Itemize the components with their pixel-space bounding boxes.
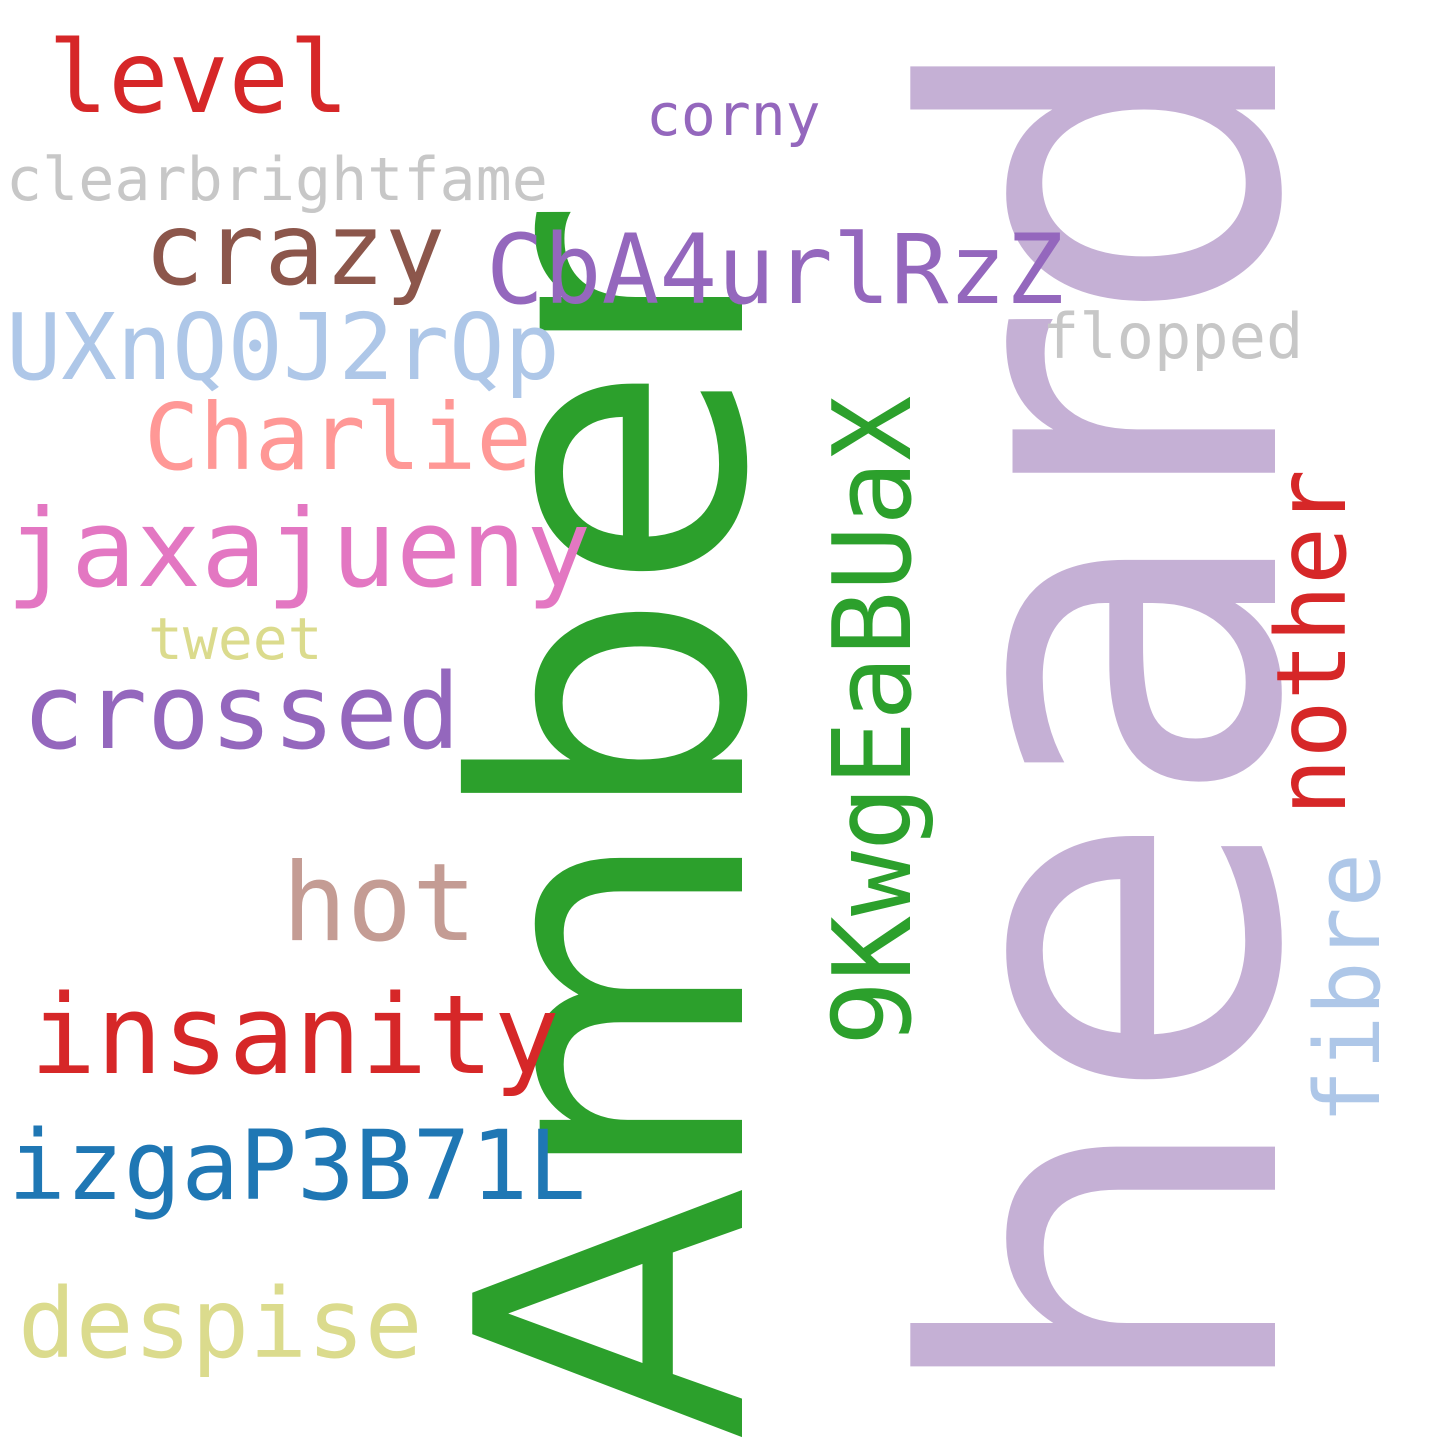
word-uxnq0j2rqp: UXnQ0J2rQp: [6, 294, 560, 401]
word-nother: nother: [1256, 469, 1368, 816]
word-despise: despise: [18, 1268, 423, 1380]
word-fibre: fibre: [1296, 853, 1401, 1124]
word-flopped: flopped: [1042, 300, 1304, 373]
word-corny: corny: [646, 81, 821, 149]
word-tweet: tweet: [148, 605, 323, 673]
word-9kwgeabuax: 9KwgEaBUaX: [811, 395, 936, 1046]
word-clearbrightfame: clearbrightfame: [6, 145, 548, 215]
word-cba4urlrzz: CbA4urlRzZ: [486, 214, 1064, 326]
word-izgap3b71l: izgaP3B71L: [8, 1110, 586, 1222]
word-hot: hot: [282, 841, 478, 966]
word-charlie: Charlie: [144, 384, 532, 491]
word-crossed: crossed: [22, 651, 461, 773]
word-insanity: insanity: [30, 971, 560, 1099]
word-crazy: crazy: [144, 191, 446, 308]
word-jaxajueny: jaxajueny: [6, 487, 592, 612]
word-level: level: [48, 19, 350, 136]
